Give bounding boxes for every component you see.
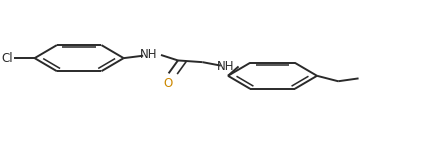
Text: O: O [163,77,172,90]
Text: NH: NH [217,60,235,73]
Text: NH: NH [140,48,157,61]
Text: Cl: Cl [1,52,13,65]
